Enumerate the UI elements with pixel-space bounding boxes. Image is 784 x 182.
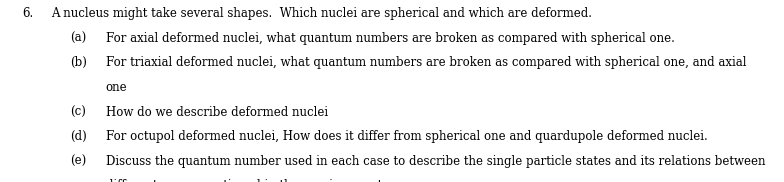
Text: different cases mentioned in the previous parts.: different cases mentioned in the previou… <box>106 179 392 182</box>
Text: one: one <box>106 81 128 94</box>
Text: (c): (c) <box>71 106 86 118</box>
Text: For octupol deformed nuclei, How does it differ from spherical one and quardupol: For octupol deformed nuclei, How does it… <box>106 130 708 143</box>
Text: 6.: 6. <box>22 7 33 20</box>
Text: (e): (e) <box>71 155 87 168</box>
Text: (a): (a) <box>71 32 87 45</box>
Text: How do we describe deformed nuclei: How do we describe deformed nuclei <box>106 106 328 118</box>
Text: A nucleus might take several shapes.  Which nuclei are spherical and which are d: A nucleus might take several shapes. Whi… <box>51 7 592 20</box>
Text: For triaxial deformed nuclei, what quantum numbers are broken as compared with s: For triaxial deformed nuclei, what quant… <box>106 56 746 69</box>
Text: For axial deformed nuclei, what quantum numbers are broken as compared with sphe: For axial deformed nuclei, what quantum … <box>106 32 675 45</box>
Text: Discuss the quantum number used in each case to describe the single particle sta: Discuss the quantum number used in each … <box>106 155 765 168</box>
Text: (b): (b) <box>71 56 88 69</box>
Text: (d): (d) <box>71 130 87 143</box>
